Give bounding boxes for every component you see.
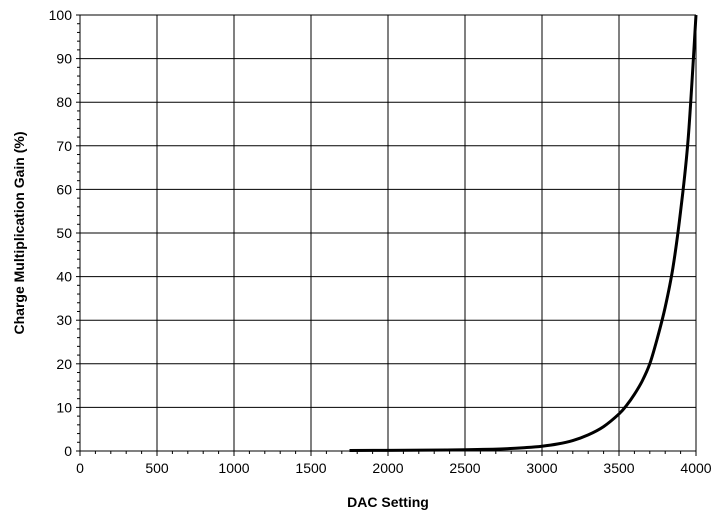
y-tick-label: 10 [56,399,72,415]
series-layer [349,14,698,453]
x-tick-label: 2000 [372,460,403,476]
x-tick-label: 500 [145,460,169,476]
series-line [349,14,698,453]
y-tick-label: 30 [56,312,72,328]
y-tick-label: 40 [56,269,72,285]
y-tick-label: 0 [64,443,72,459]
y-axis-title: Charge Multiplication Gain (%) [11,131,27,334]
y-tick-labels: 0 10 20 30 40 50 60 70 80 90 100 [49,7,73,459]
x-tick-labels: 0 500 1000 1500 2000 2500 3000 3500 4000 [76,460,712,476]
x-axis-title: DAC Setting [347,494,429,510]
x-tick-label: 2500 [449,460,480,476]
y-tick-label: 70 [56,138,72,154]
x-tick-label: 0 [76,460,84,476]
y-tick-label: 20 [56,356,72,372]
x-tick-label: 1000 [218,460,249,476]
x-tick-label: 1500 [295,460,326,476]
y-tick-label: 100 [49,7,73,23]
y-tick-label: 90 [56,51,72,67]
y-tick-label: 50 [56,225,72,241]
x-tick-label: 3500 [603,460,634,476]
grid [79,14,697,452]
y-tick-label: 80 [56,94,72,110]
x-tick-label: 3000 [526,460,557,476]
x-tick-label: 4000 [680,460,711,476]
y-tick-label: 60 [56,181,72,197]
